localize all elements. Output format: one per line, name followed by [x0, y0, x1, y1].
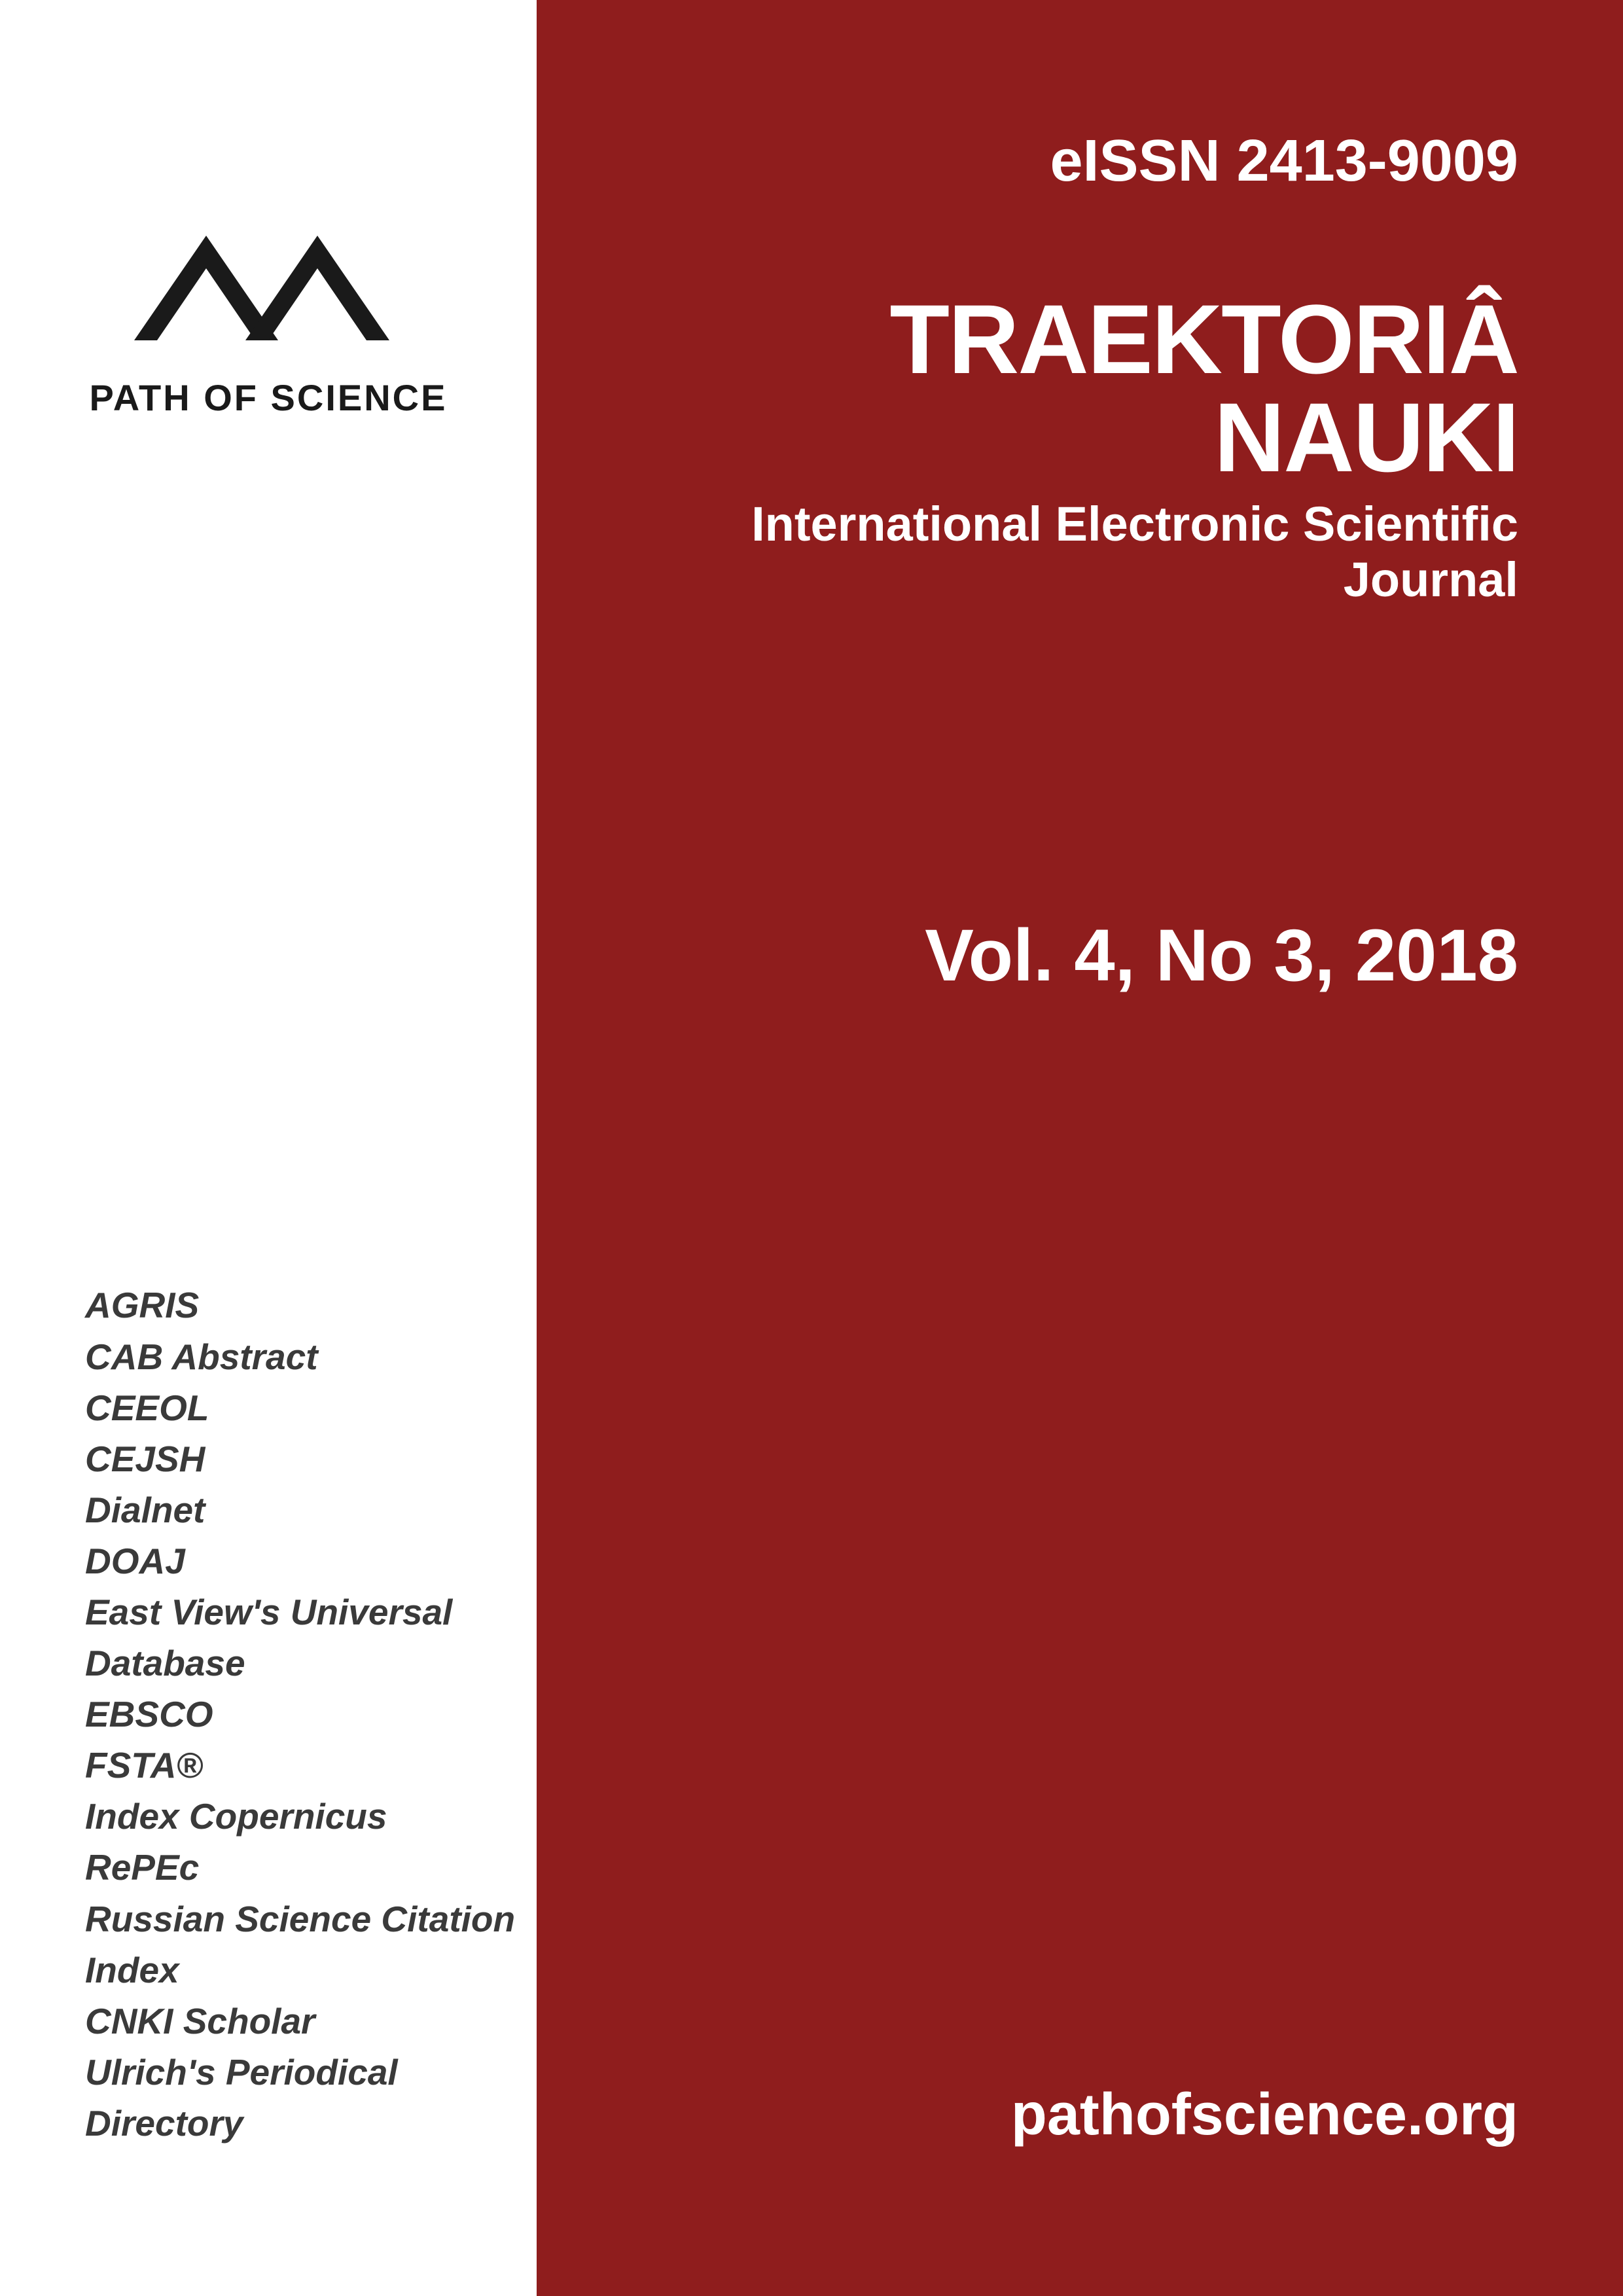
journal-title: TRAEKTORIÂ NAUKI	[609, 290, 1518, 486]
indexers-list: AGRIS CAB Abstract CEEOL CEJSH Dialnet D…	[85, 1280, 537, 2149]
indexer-item: AGRIS	[85, 1280, 537, 1331]
mountain-logo-icon	[85, 216, 452, 357]
indexer-item: CEEOL	[85, 1382, 537, 1433]
journal-cover: PATH OF SCIENCE AGRIS CAB Abstract CEEOL…	[0, 0, 1623, 2296]
indexer-item: Russian Science Citation Index	[85, 1893, 537, 1996]
indexer-item: EBSCO	[85, 1689, 537, 1740]
journal-subtitle: International Electronic Scientific Jour…	[609, 496, 1518, 607]
left-panel: PATH OF SCIENCE AGRIS CAB Abstract CEEOL…	[0, 0, 537, 2296]
indexer-item: East View's Universal Database	[85, 1587, 537, 1689]
indexer-item: DOAJ	[85, 1535, 537, 1587]
logo-container: PATH OF SCIENCE	[85, 216, 452, 419]
volume-info: Vol. 4, No 3, 2018	[925, 913, 1518, 997]
website-url: pathofscience.org	[1011, 2081, 1518, 2149]
indexer-item: CEJSH	[85, 1433, 537, 1484]
indexer-item: Ulrich's Periodical Directory	[85, 2047, 537, 2149]
indexer-item: CNKI Scholar	[85, 1996, 537, 2047]
indexer-item: RePEc	[85, 1842, 537, 1893]
indexer-item: CAB Abstract	[85, 1331, 537, 1382]
indexer-item: Dialnet	[85, 1484, 537, 1535]
indexer-item: FSTA®	[85, 1740, 537, 1791]
right-panel: eISSN 2413-9009 TRAEKTORIÂ NAUKI Interna…	[537, 0, 1623, 2296]
indexer-item: Index Copernicus	[85, 1791, 537, 1842]
logo-text: PATH OF SCIENCE	[85, 376, 452, 419]
eissn-label: eISSN 2413-9009	[609, 128, 1518, 195]
